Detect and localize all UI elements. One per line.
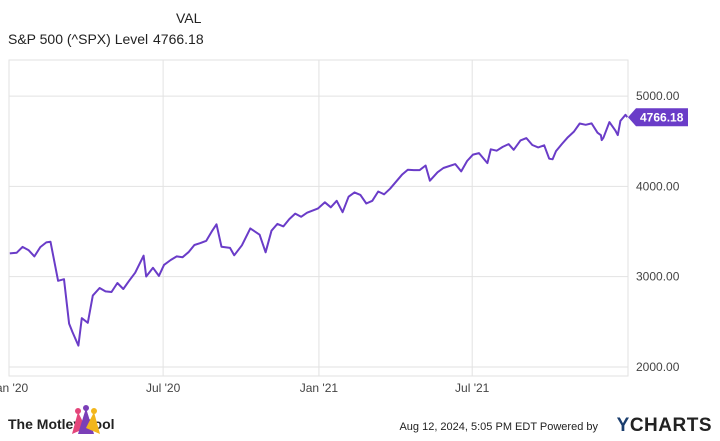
footer-timestamp: Aug 12, 2024, 5:05 PM EDT Powered by [399, 421, 598, 433]
end-value-tag [628, 108, 688, 127]
legend-series-name: S&P 500 (^SPX) Level [8, 31, 149, 47]
y-tick-label: 5000.00 [636, 89, 680, 103]
line-chart: 2000.00 3000.00 4000.00 5000.00 Jan '20 Jul '… [0, 59, 688, 395]
legend-value-header: VAL [176, 10, 202, 26]
y-tick-label: 3000.00 [636, 270, 680, 284]
series-line [9, 113, 629, 347]
x-tick-label: Jan '20 [0, 381, 28, 395]
chart-footer: The Motley Fool Aug 12, 2024, 5:05 PM ED… [0, 404, 720, 441]
x-tick-label: Jan '21 [300, 381, 339, 395]
x-tick-label: Jul '20 [146, 381, 181, 395]
y-tick-label: 4000.00 [636, 179, 680, 193]
end-value-label: 4766.18 [640, 111, 684, 125]
x-tick-label: Jul '21 [455, 381, 490, 395]
legend-series-value: 4766.18 [153, 31, 204, 47]
jester-hat-icon [72, 405, 100, 434]
y-tick-label: 2000.00 [636, 360, 680, 374]
ycharts-logo: YCHARTS [616, 415, 712, 436]
